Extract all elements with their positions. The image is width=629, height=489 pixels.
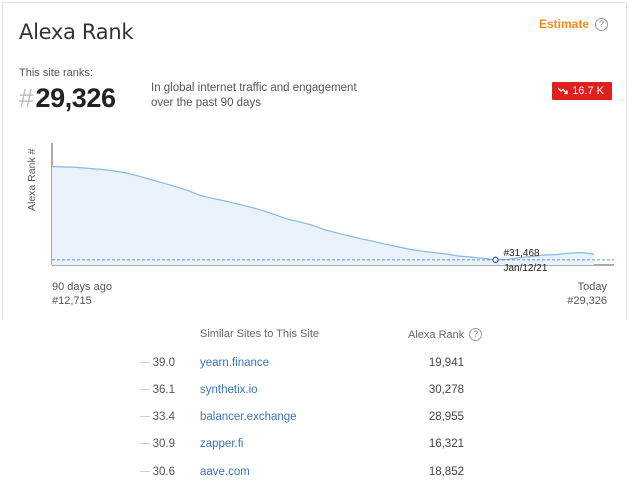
- trend-down-icon: [558, 87, 568, 95]
- rank-description: In global internet traffic and engagemen…: [151, 81, 391, 111]
- list-item: 33.4 balancer.exchange 28,955: [0, 411, 629, 433]
- series-area: [52, 166, 594, 265]
- marker-date-label: Jan/12/21: [503, 263, 547, 274]
- marker-value-label: #31,468: [503, 248, 540, 259]
- list-item: 36.1 synthetix.io 30,278: [0, 384, 629, 406]
- similarity-score: 39.0: [152, 357, 175, 369]
- similar-site-rank: 18,852: [428, 466, 464, 478]
- change-value: 16.7 K: [572, 85, 604, 97]
- rank-chart-svg: #31,468 Jan/12/21: [51, 143, 614, 274]
- help-icon[interactable]: ?: [469, 328, 483, 341]
- marker-point: [492, 256, 499, 264]
- divider: [140, 362, 150, 363]
- chart-x-end-value: #29,326: [567, 295, 607, 307]
- similarity-score: 30.9: [152, 438, 175, 450]
- similar-site-rank: 30,278: [428, 384, 464, 396]
- divider: [140, 416, 150, 417]
- ranks-label: This site ranks:: [19, 67, 93, 79]
- divider: [140, 389, 150, 390]
- similarity-score: 33.4: [152, 411, 175, 423]
- rank-hash: #: [19, 83, 34, 113]
- similar-site-rank: 16,321: [428, 438, 464, 450]
- chart-x-start-label: 90 days ago: [52, 281, 112, 293]
- chart-x-start-value: #12,715: [52, 295, 92, 307]
- rank-display: # 29,326: [19, 83, 116, 114]
- list-item: 30.9 zapper.fi 16,321: [0, 438, 629, 460]
- card-title: Alexa Rank: [19, 20, 134, 44]
- similar-rank-header: Alexa Rank ?: [408, 328, 483, 341]
- similar-site-link[interactable]: balancer.exchange: [200, 411, 297, 423]
- similar-site-link[interactable]: synthetix.io: [200, 384, 258, 396]
- similar-site-link[interactable]: yearn.finance: [200, 357, 270, 369]
- help-icon[interactable]: ?: [595, 17, 608, 31]
- rank-description-line2: over the past 90 days: [151, 97, 261, 109]
- list-item: 30.6 aave.com 18,852: [0, 466, 629, 488]
- similar-sites-header: Similar Sites to This Site: [200, 328, 320, 340]
- chart-x-end: Today #29,326: [567, 280, 607, 308]
- rank-description-line1: In global internet traffic and engagemen…: [151, 82, 357, 94]
- divider: [140, 471, 150, 472]
- rank-chart: Alexa Rank # #31,468 Jan/12/21 90 days ag…: [3, 143, 628, 318]
- change-badge: 16.7 K: [552, 82, 612, 100]
- divider: [140, 443, 150, 444]
- similar-site-rank: 19,941: [428, 357, 464, 369]
- similar-site-link[interactable]: aave.com: [200, 466, 250, 478]
- alexa-rank-card: Alexa Rank Estimate ? This site ranks: #…: [2, 2, 627, 320]
- estimate-control: Estimate ?: [539, 17, 608, 31]
- chart-x-end-label: Today: [577, 281, 607, 293]
- similarity-score: 36.1: [152, 384, 175, 396]
- rank-value: 29,326: [35, 83, 116, 113]
- chart-x-start: 90 days ago #12,715: [52, 280, 112, 308]
- estimate-link[interactable]: Estimate: [538, 17, 589, 31]
- similar-site-link[interactable]: zapper.fi: [200, 438, 244, 450]
- list-item: 39.0 yearn.finance 19,941: [0, 357, 629, 379]
- similar-sites: Similar Sites to This Site Alexa Rank ? …: [0, 320, 629, 489]
- similarity-score: 30.6: [152, 466, 175, 478]
- similar-rank-header-label: Alexa Rank: [408, 328, 465, 341]
- similar-site-rank: 28,955: [428, 411, 464, 423]
